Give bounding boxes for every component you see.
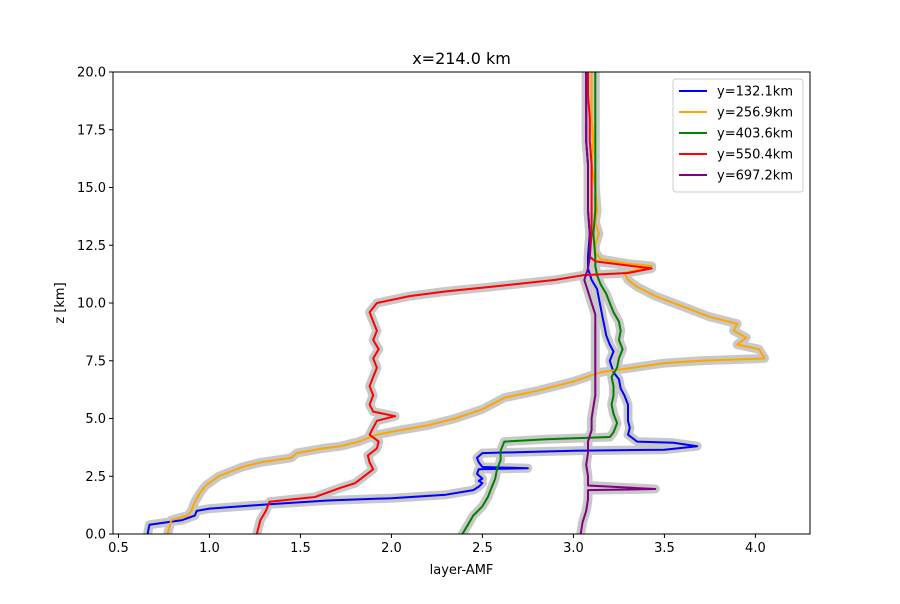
y-tick-label: 5.0 [85, 412, 106, 427]
x-tick-label: 2.0 [381, 541, 402, 556]
x-tick-label: 1.5 [290, 541, 311, 556]
x-axis-ticks: 0.5 1.0 1.5 2.0 2.5 3.0 3.5 4.0 [108, 534, 766, 556]
x-tick-label: 0.5 [108, 541, 129, 556]
x-tick-label: 1.0 [199, 541, 220, 556]
legend-label: y=132.1km [717, 85, 793, 100]
x-tick-label: 4.0 [745, 541, 766, 556]
series-line-3 [461, 72, 624, 534]
y-axis-title: z [km] [53, 282, 68, 323]
uncertainty-band-1 [143, 72, 702, 534]
legend-box [672, 78, 804, 193]
x-tick-label: 3.5 [654, 541, 675, 556]
series-lines [146, 72, 766, 534]
chart-title: x=214.0 km [412, 49, 511, 68]
y-tick-label: 17.5 [77, 123, 106, 138]
legend: y=132.1km y=256.9km y=403.6km y=550.4km y=69… [672, 78, 804, 193]
x-axis-title: layer-AMF [430, 563, 494, 578]
series-line-2 [166, 72, 766, 534]
y-tick-label: 10.0 [77, 297, 106, 312]
y-tick-label: 0.0 [85, 528, 106, 543]
y-axis-ticks: 0.0 2.5 5.0 7.5 10.0 12.5 15.0 17.5 20.0 [77, 66, 113, 543]
y-tick-label: 7.5 [85, 354, 106, 369]
series-line-5 [579, 72, 657, 534]
y-tick-label: 15.0 [77, 181, 106, 196]
y-tick-label: 2.5 [85, 470, 106, 485]
legend-label: y=697.2km [717, 169, 793, 184]
legend-label: y=256.9km [717, 106, 793, 121]
legend-label: y=403.6km [717, 127, 793, 142]
y-tick-label: 20.0 [77, 66, 106, 81]
series-line-1 [146, 72, 699, 534]
x-tick-label: 2.5 [472, 541, 493, 556]
y-tick-label: 12.5 [77, 239, 106, 254]
x-tick-label: 3.0 [563, 541, 584, 556]
legend-label: y=550.4km [717, 148, 793, 163]
